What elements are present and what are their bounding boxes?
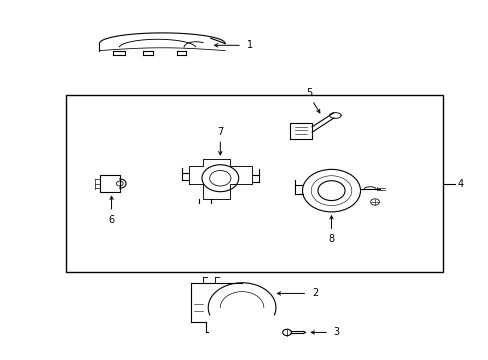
Text: 7: 7	[217, 127, 223, 137]
Text: 1: 1	[246, 40, 252, 50]
Bar	[65, 95, 442, 272]
Text: 2: 2	[311, 288, 318, 298]
Bar	[290, 123, 311, 139]
Text: 4: 4	[456, 179, 463, 189]
Text: 8: 8	[328, 234, 334, 244]
Text: 6: 6	[108, 215, 114, 225]
Text: 5: 5	[306, 88, 312, 98]
Bar	[100, 175, 120, 192]
Text: 3: 3	[332, 327, 338, 337]
